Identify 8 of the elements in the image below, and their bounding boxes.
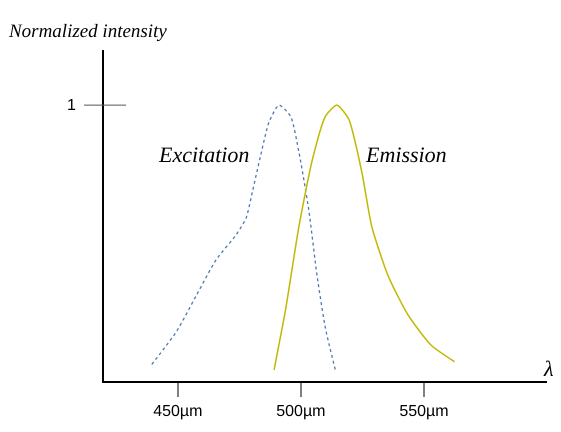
x-tick-label: 450µm [153, 403, 202, 420]
series-label: Excitation [158, 142, 250, 167]
text: 1 [67, 97, 76, 114]
x-tick-label: 550µm [399, 403, 449, 420]
x-tick-label: 500µm [276, 403, 326, 420]
series-label: Emission [365, 142, 447, 167]
x-axis-title: λ [543, 356, 554, 381]
y-axis-title: Normalized intensity [8, 21, 168, 42]
